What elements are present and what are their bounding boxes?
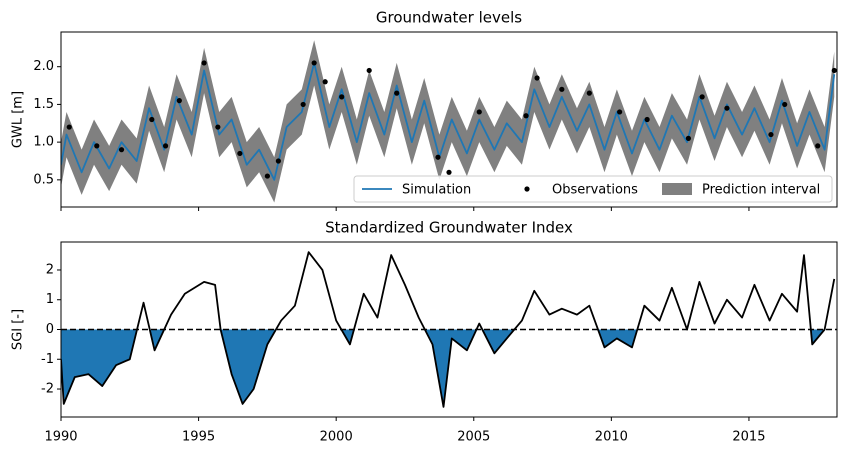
legend: Simulation Observations Prediction interva… [353,175,833,203]
chart-title: Standardized Groundwater Index [325,219,573,237]
observation [322,79,328,85]
observation [339,94,345,100]
y-tick-label: 1.0 [33,135,54,150]
y-tick-label: -2 [41,382,54,397]
legend-marker [524,186,530,192]
observation [237,150,243,157]
observation [94,143,100,149]
observation [176,98,182,104]
observation [768,131,774,138]
observation [617,109,623,115]
observation [523,113,529,119]
legend-label: Simulation [402,183,471,198]
legend-marker [662,183,692,195]
observation [201,60,207,66]
y-tick-label: 1 [46,292,54,307]
observation [815,143,821,149]
legend-label: Prediction interval [702,183,820,198]
observation [162,143,169,149]
x-tick-label: 2005 [457,430,490,445]
y-tick-label: 2.0 [33,59,54,74]
y-axis-label: GWL [m] [11,91,26,148]
observation [149,116,155,123]
legend-box [353,175,833,203]
observation [446,169,452,175]
observation [782,101,788,108]
x-tick-label: 2015 [732,430,765,445]
y-tick-label: 2 [46,262,54,277]
y-tick-label: -1 [41,352,54,367]
observation [366,67,372,74]
plot-area [61,40,837,203]
chart-title: Groundwater levels [376,9,522,27]
observation [559,86,565,92]
observation [685,135,692,141]
plot-area [61,251,837,408]
observation [534,75,540,81]
series-line [61,62,836,181]
y-axis-label: SGI [-] [11,309,26,350]
observation [644,116,650,123]
y-tick-label: 0.5 [33,172,54,187]
observation [699,94,705,100]
observation [275,158,281,164]
x-tick-label: 1990 [44,430,77,445]
series-line [61,251,836,408]
observation [66,124,72,130]
x-tick-label: 2000 [320,430,353,445]
observation [311,60,317,66]
legend-label: Observations [552,183,638,198]
observation [435,154,441,160]
y-tick-label: 0 [46,322,54,337]
axes-frame [60,31,838,208]
observation [394,90,400,96]
observation [476,109,482,115]
observation [831,67,837,74]
observation [586,90,592,96]
observation [264,173,270,179]
observation [215,124,221,130]
observation [724,105,730,111]
prediction-interval [61,40,835,203]
x-tick-label: 2010 [595,430,628,445]
x-tick-label: 1995 [182,430,215,445]
observation [118,147,125,153]
y-tick-label: 1.5 [33,97,54,112]
observation [300,101,306,108]
